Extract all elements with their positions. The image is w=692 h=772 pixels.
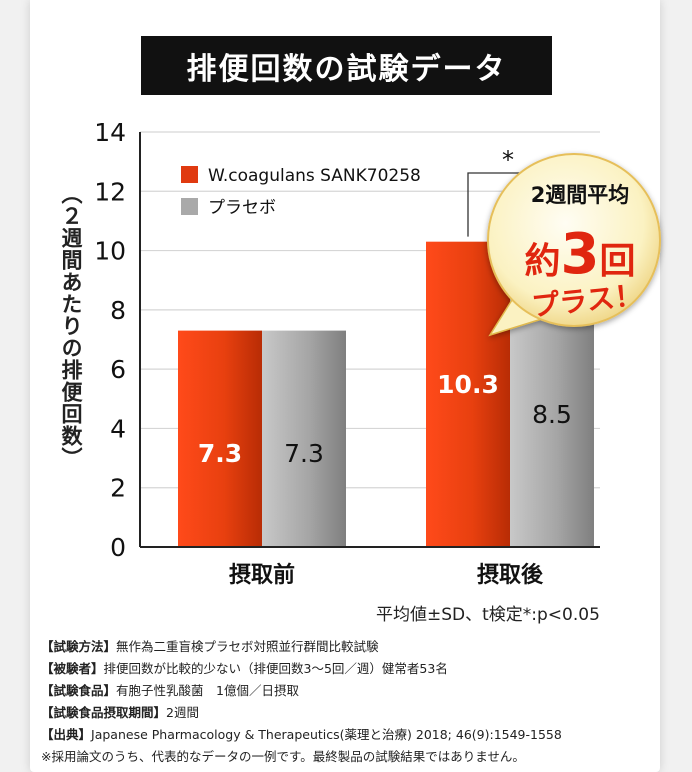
x-category-label: 摂取前 [229,562,295,588]
chart-title: 排便回数の試験データ [141,36,552,95]
study-notes: 【試験方法】無作為二重盲検プラセボ対照並行群間比較試験 【被験者】排便回数が比較… [41,636,661,768]
y-tick-label: 6 [110,355,126,384]
note-line-source: 【出典】Japanese Pharmacology & Therapeutics… [41,727,562,742]
badge-approx: 約 [525,241,561,282]
y-axis-label: （２週間あたりの排便回数） [59,183,83,469]
bar-wcoagulans-0 [178,330,262,547]
legend-label: W.coagulans SANK70258 [208,166,421,186]
note-line-subjects: 【被験者】排便回数が比較的少ない（排便回数3～5回／週）健常者53名 [41,661,448,676]
y-tick-label: 14 [94,118,126,147]
note-line-method: 【試験方法】無作為二重盲検プラセボ対照並行群間比較試験 [41,639,379,654]
x-category-label: 摂取後 [477,562,544,588]
y-tick-label: 2 [110,474,126,503]
note-line-period: 【試験食品摂取期間】2週間 [41,705,199,720]
svg-text:約3回: 約3回 [525,222,636,287]
badge-unit: 回 [599,241,635,282]
bar-placebo-0 [262,330,346,547]
legend-swatch [181,198,198,215]
y-tick-label: 8 [110,296,126,325]
badge-line1: 2週間平均 [531,183,630,207]
legend-label: プラセボ [208,198,276,218]
note-line-disclaimer: ※採用論文のうち、代表的なデータの一例です。最終製品の試験結果ではありません。 [41,749,525,764]
bar-placebo-1 [510,295,594,547]
y-tick-label: 4 [110,414,126,443]
significance-marker: * [502,146,514,174]
bar-value-label: 7.3 [284,439,324,468]
bar-value-label: 10.3 [437,370,499,399]
legend-swatch [181,166,198,183]
badge-number: 3 [561,222,600,287]
badge-circle [487,153,661,327]
statistics-note: 平均値±SD、t検定*:p<0.05 [376,605,600,625]
note-line-food: 【試験食品】有胞子性乳酸菌 1億個／日摂取 [41,683,299,698]
bar-value-label: 7.3 [198,439,242,468]
y-tick-label: 10 [94,237,126,266]
bar-wcoagulans-1 [426,241,510,547]
y-tick-label: 0 [110,533,126,562]
y-tick-label: 12 [94,177,126,206]
bar-value-label: 8.5 [532,400,572,429]
